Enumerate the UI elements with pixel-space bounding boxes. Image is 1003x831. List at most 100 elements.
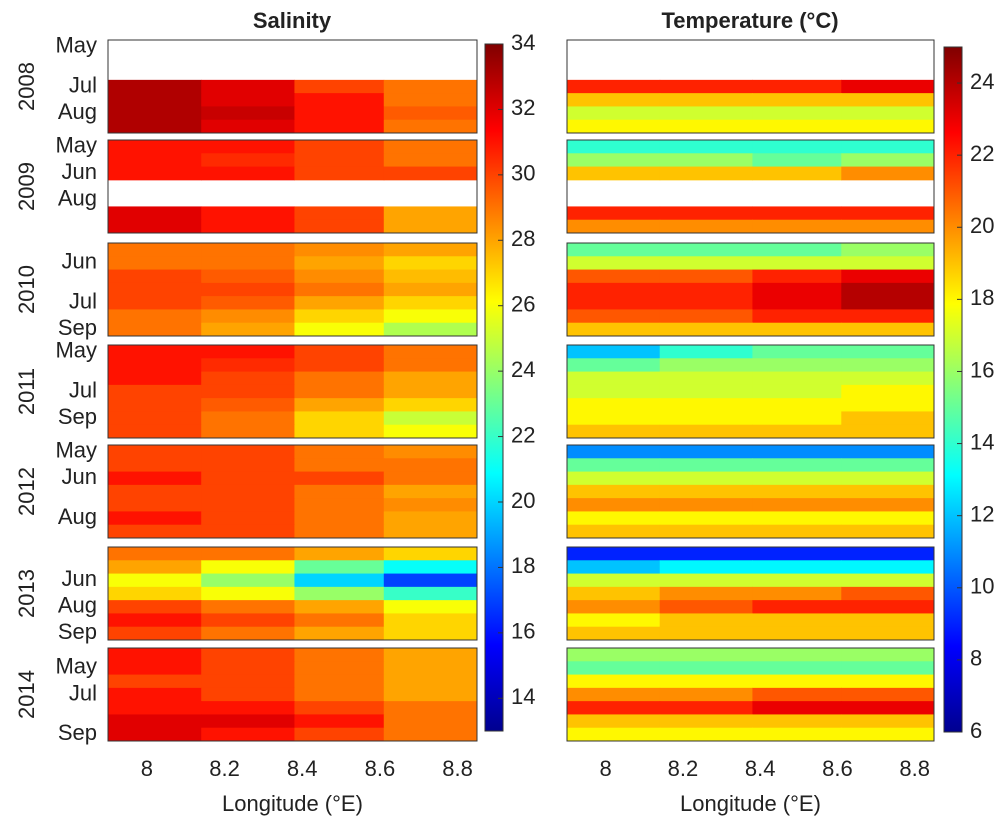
- heat-cell: [841, 206, 935, 221]
- heat-cell: [294, 398, 385, 412]
- heat-cell: [383, 600, 478, 614]
- heat-cell: [752, 600, 842, 614]
- heat-cell: [567, 600, 661, 614]
- heat-cell: [841, 282, 935, 297]
- heat-cell: [752, 573, 842, 588]
- heat-cell: [383, 322, 478, 337]
- heat-cell: [567, 524, 661, 539]
- heat-cell: [201, 701, 295, 715]
- chart-title: Temperature (°C): [661, 8, 838, 33]
- panel-frame: [566, 444, 935, 539]
- heat-cell: [752, 511, 842, 526]
- heat-cell: [108, 714, 202, 729]
- heat-cell: [201, 560, 295, 575]
- heat-cell: [752, 727, 842, 742]
- heat-cell: [841, 119, 935, 134]
- heat-cell: [383, 358, 478, 373]
- heat-cell: [201, 219, 295, 234]
- x-tick-label: 8.6: [365, 756, 396, 781]
- y-tick-label: Jun: [62, 249, 97, 274]
- heat-cell: [201, 613, 295, 628]
- heat-cell: [383, 626, 478, 641]
- heat-cell: [567, 140, 661, 154]
- heat-cell: [841, 445, 935, 459]
- heat-cell: [752, 345, 842, 359]
- heat-cell: [201, 282, 295, 297]
- heat-cell: [108, 727, 202, 742]
- colorbar-tick-label: 8: [970, 646, 982, 671]
- heat-cell: [841, 384, 935, 399]
- heat-cell: [201, 371, 295, 386]
- x-tick-label: 8.4: [287, 756, 318, 781]
- heat-cell: [294, 600, 385, 614]
- colorbar-tick-label: 10: [970, 574, 994, 599]
- heat-cell: [201, 547, 295, 561]
- heat-cell: [659, 243, 753, 257]
- heat-cell: [108, 424, 202, 439]
- heat-cell: [567, 701, 661, 715]
- heat-cell: [201, 93, 295, 107]
- y-tick-label: May: [55, 32, 97, 57]
- heat-cell: [383, 524, 478, 539]
- heat-cell: [659, 119, 753, 134]
- heat-cell: [567, 322, 661, 337]
- heat-cell: [294, 701, 385, 715]
- heat-cell: [294, 166, 385, 181]
- heat-cell: [201, 384, 295, 399]
- heat-cell: [294, 648, 385, 662]
- heat-cell: [567, 626, 661, 641]
- heat-cell: [201, 206, 295, 221]
- heat-cell: [201, 573, 295, 588]
- heat-cell: [841, 411, 935, 426]
- heat-cell: [841, 471, 935, 486]
- heat-cell: [294, 424, 385, 439]
- heat-cell: [294, 714, 385, 729]
- heat-cell: [659, 140, 753, 154]
- heat-cell: [294, 498, 385, 512]
- colorbar-tick-label: 18: [970, 285, 994, 310]
- heat-cell: [841, 79, 935, 94]
- heat-cell: [108, 547, 202, 561]
- y-tick-label: May: [55, 132, 97, 157]
- heat-cell: [294, 674, 385, 689]
- heat-cell: [567, 484, 661, 499]
- heat-cell: [567, 206, 661, 221]
- heat-cell: [108, 687, 202, 702]
- heat-cell: [108, 498, 202, 512]
- heat-cell: [567, 714, 661, 729]
- heat-cell: [841, 600, 935, 614]
- heat-cell: [383, 471, 478, 486]
- heat-cell: [659, 714, 753, 729]
- heat-cell: [294, 586, 385, 601]
- heat-cell: [567, 269, 661, 284]
- heat-cell: [108, 398, 202, 412]
- heat-cell: [841, 661, 935, 676]
- heat-cell: [841, 573, 935, 588]
- heat-cell: [201, 309, 295, 324]
- heat-cell: [752, 586, 842, 601]
- heat-cell: [108, 296, 202, 310]
- panel-frame: [566, 139, 935, 234]
- heat-cell: [567, 498, 661, 512]
- heat-cell: [752, 701, 842, 715]
- heat-cell: [383, 282, 478, 297]
- y-tick-label: Jun: [62, 159, 97, 184]
- heat-cell: [294, 484, 385, 499]
- heat-cell: [567, 458, 661, 473]
- y-tick-label: Sep: [58, 404, 97, 429]
- heat-cell: [383, 256, 478, 271]
- colorbar-tick-label: 30: [511, 161, 535, 186]
- heat-cell: [567, 219, 661, 234]
- colorbar-tick-label: 12: [970, 501, 994, 526]
- heat-cell: [567, 613, 661, 628]
- year-label: 2010: [14, 265, 39, 314]
- heat-cell: [383, 484, 478, 499]
- heat-cell: [841, 106, 935, 121]
- heat-cell: [752, 674, 842, 689]
- heat-cell: [294, 140, 385, 154]
- heat-cell: [567, 586, 661, 601]
- chart-title: Salinity: [253, 8, 332, 33]
- y-tick-label: Jul: [69, 680, 97, 705]
- heat-cell: [752, 524, 842, 539]
- heat-cell: [841, 93, 935, 107]
